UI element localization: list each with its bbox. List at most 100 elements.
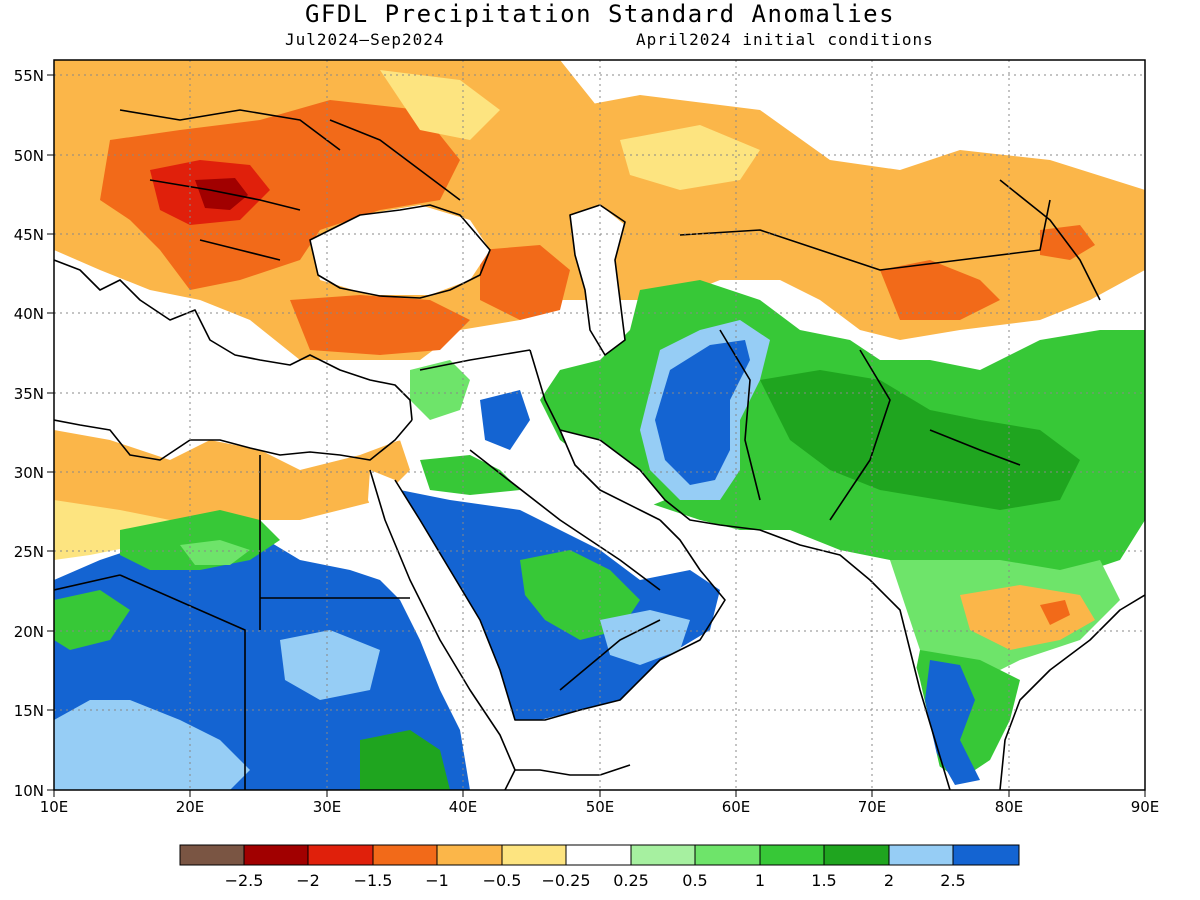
coast-arabia-gulf-west [559,429,661,521]
border-europe-2 [149,179,301,211]
arabian-sea [560,560,945,790]
legend-swatch [823,844,890,866]
x-tick-label: 30E [313,798,342,816]
legend-swatch [243,844,309,866]
coast-gulf-of-aden [515,764,631,776]
anomaly-fields [54,60,1145,790]
x-tick-label: 50E [586,798,615,816]
dry-region-india-core [1040,600,1070,625]
wet-region-iran-max [655,340,750,485]
persian-gulf [560,430,665,510]
border-kazakhstan [679,199,1051,271]
dry-region-europe-mid [100,100,460,290]
legend-swatch [565,844,632,866]
forecast-period: Jul2024—Sep2024 [285,30,445,49]
legend-swatch [372,844,438,866]
y-tick-label: 35N [14,385,44,403]
legend-label: −1.5 [354,871,393,890]
border-algeria [54,574,121,591]
wet-region-sudan-light [280,630,380,700]
legend-label: 1.5 [811,871,836,890]
map-plot-area [54,60,1145,790]
y-axis: 10N 15N 20N 25N 30N 35N 40N 45N 50N 55N [14,67,54,800]
wet-region-levant [410,360,470,420]
initial-conditions: April2024 initial conditions [636,30,934,49]
x-tick-label: 40E [449,798,478,816]
legend-swatch [759,844,825,866]
coast-mediterranean-south [54,419,413,461]
coast-red-sea-east [394,479,726,721]
y-tick-label: 40N [14,305,44,323]
border-nepal [929,429,1021,466]
wet-region-iraq [480,390,530,450]
dry-region-north-africa-light [54,500,170,560]
dry-region-europe-max [195,178,248,210]
coastlines-borders [54,109,1145,790]
legend-swatch [888,844,954,866]
dry-region-anatolia [290,295,470,355]
border-china [999,179,1101,301]
legend-label: 1 [755,871,765,890]
x-axis: 10E 20E 30E 40E 50E 60E 70E 80E 90E [40,790,1160,816]
legend-swatch [436,844,503,866]
border-saudi [469,449,661,591]
x-tick-label: 80E [995,798,1024,816]
y-tick-label: 10N [14,782,44,800]
gulf-of-aden [520,735,640,775]
legend-label: −2.5 [225,871,264,890]
border-europe-1 [119,109,341,151]
legend-swatch [501,844,567,866]
x-tick-label: 20E [176,798,205,816]
y-tick-label: 20N [14,623,44,641]
legend-swatch [307,844,374,866]
coast-black-sea [309,204,491,299]
mediterranean-sea [54,290,410,455]
map-grid [54,60,1145,790]
red-sea [368,470,515,730]
coast-persian-gulf [559,429,951,790]
legend-label: 0.25 [613,871,649,890]
chart-title: GFDL Precipitation Standard Anomalies [304,0,896,28]
y-tick-label: 30N [14,464,44,482]
y-tick-label: 50N [14,147,44,165]
dry-region-north-light [380,70,500,140]
coast-india-east [999,594,1145,790]
dry-region-central-asia-light [620,125,760,190]
border-libya-chad [119,574,246,790]
x-tick-label: 90E [1131,798,1160,816]
wet-region-sahel-north-light [180,540,250,565]
caspian-sea [570,205,625,355]
border-iraq-iran [529,349,561,431]
x-tick-label: 60E [722,798,751,816]
legend-label: 0.5 [682,871,707,890]
coast-caspian [569,204,626,356]
legend-label: −2 [296,871,320,890]
wet-region-ethiopia [360,730,450,790]
legend-label: −0.5 [483,871,522,890]
y-tick-label: 15N [14,702,44,720]
wet-region-arabia-inner [520,550,640,640]
y-tick-label: 25N [14,543,44,561]
legend-label: −1 [425,871,449,890]
dry-region-caucasus [480,245,570,320]
legend-label: −0.25 [541,871,590,890]
x-tick-label: 70E [858,798,887,816]
bay-of-bengal [1000,610,1145,790]
wet-region-pakistan-core [760,370,1080,510]
legend-swatch [694,844,761,866]
legend-label: 2.5 [940,871,965,890]
x-tick-label: 10E [40,798,69,816]
wet-region-sahel-light [54,700,250,790]
legend-swatch [179,844,245,866]
border-pakistan-india [829,349,891,521]
dry-region-central-asia-core [880,260,1000,320]
legend-swatch [630,844,696,866]
border-yemen-oman [559,619,661,691]
border-turkey-syria [419,349,531,371]
legend-swatch [952,844,1020,866]
y-tick-label: 45N [14,226,44,244]
y-tick-label: 55N [14,67,44,85]
wet-region-arabia-light [600,610,690,665]
wet-region-chad [54,590,130,650]
